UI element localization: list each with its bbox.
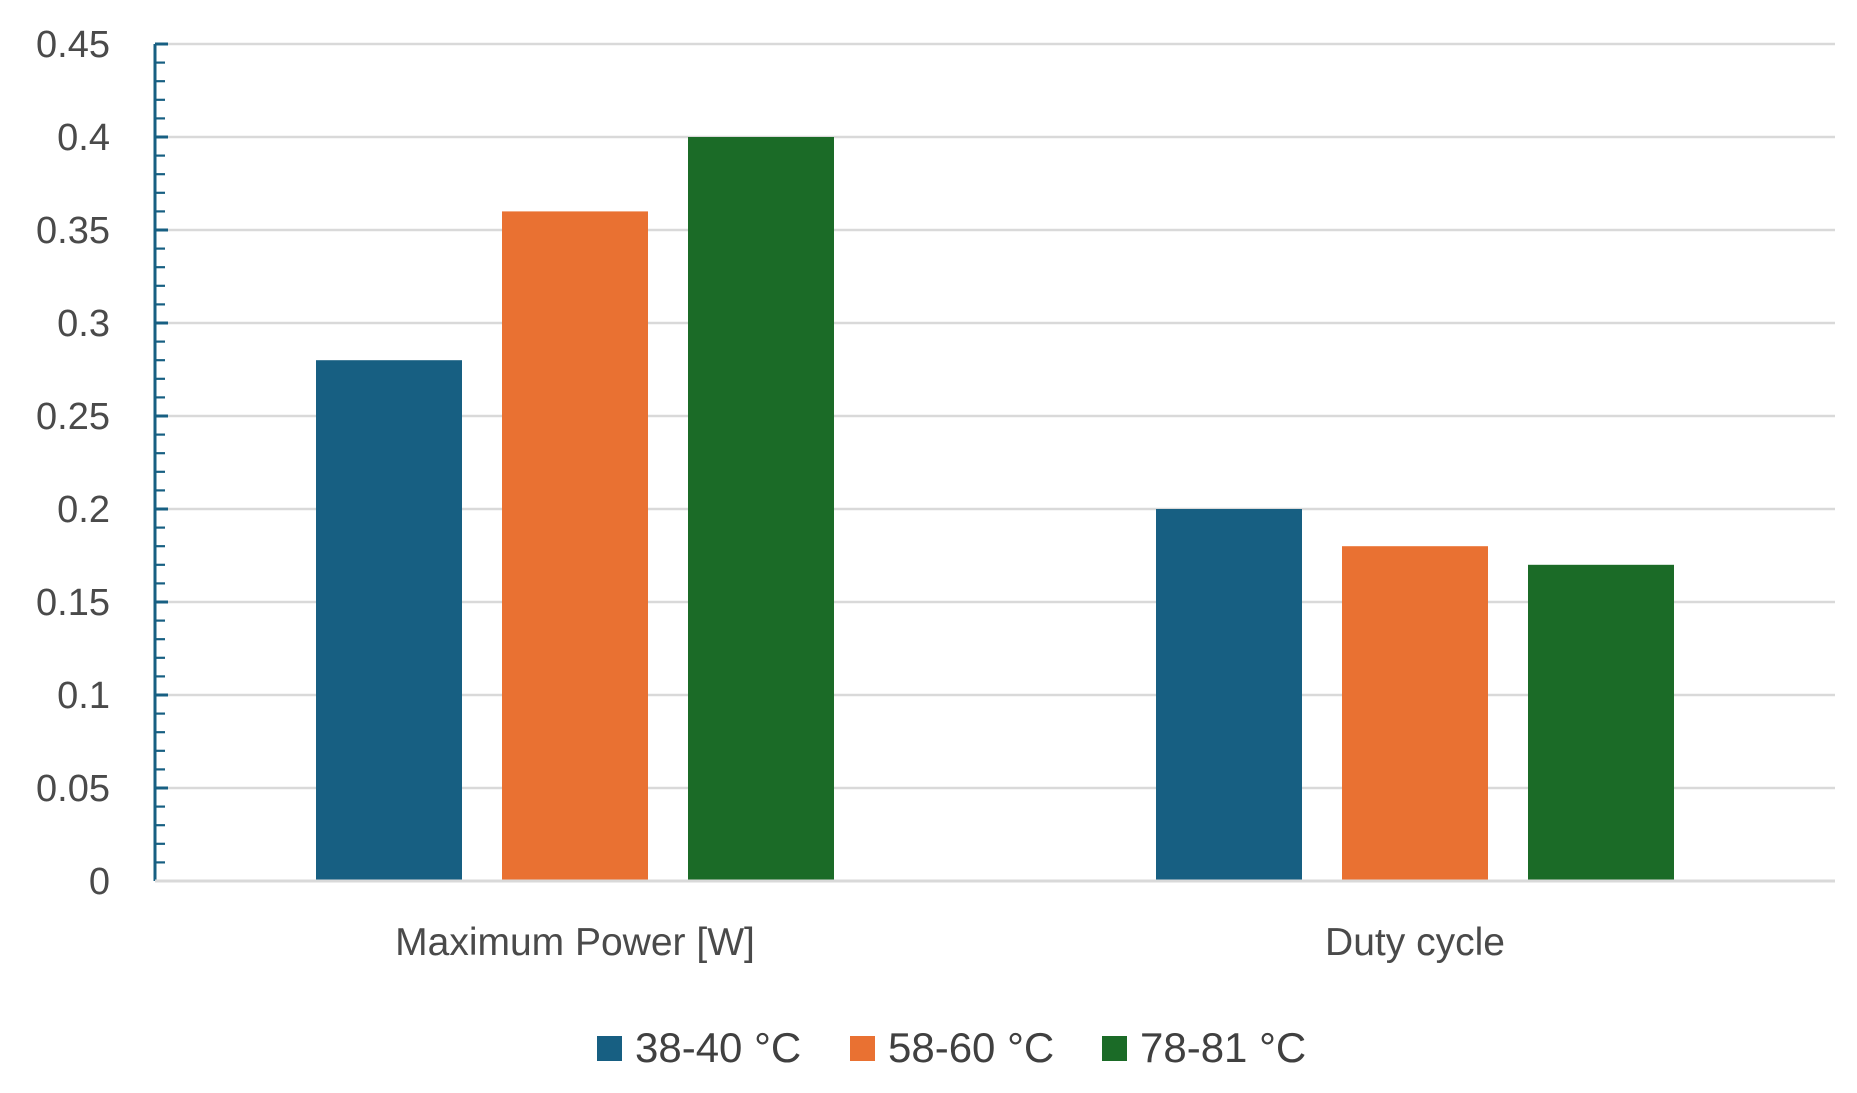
y-tick-label: 0.45 [36, 24, 110, 66]
legend-swatch [1102, 1036, 1127, 1061]
bar [1342, 546, 1488, 881]
bar [688, 137, 834, 881]
y-tick-label: 0.4 [57, 117, 110, 159]
y-tick-label: 0.05 [36, 768, 110, 810]
y-tick-label: 0.2 [57, 489, 110, 531]
legend: 38-40 °C 58-60 °C 78-81 °C [597, 1024, 1306, 1071]
y-tick-label: 0.3 [57, 303, 110, 345]
legend-label: 58-60 °C [888, 1024, 1054, 1071]
legend-label: 38-40 °C [635, 1024, 801, 1071]
y-tick-label: 0.15 [36, 582, 110, 624]
bar [316, 360, 462, 881]
y-tick-label: 0.35 [36, 210, 110, 252]
y-tick-label: 0.1 [57, 675, 110, 717]
x-category-labels: Maximum Power [W] Duty cycle [395, 921, 1505, 964]
y-axis [153, 42, 1835, 883]
bar [1156, 509, 1302, 881]
bar [502, 211, 648, 881]
bars [316, 137, 1674, 881]
legend-label: 78-81 °C [1140, 1024, 1306, 1071]
y-tick-label: 0.25 [36, 396, 110, 438]
y-tick-labels: 0 0.05 0.1 0.15 0.2 0.25 0.3 0.35 0.4 0.45 [36, 24, 110, 903]
x-category-label: Duty cycle [1325, 921, 1505, 964]
y-tick-label: 0 [89, 861, 110, 903]
bar [1528, 564, 1674, 881]
legend-swatch [597, 1036, 622, 1061]
legend-swatch [850, 1036, 875, 1061]
x-category-label: Maximum Power [W] [395, 921, 755, 964]
